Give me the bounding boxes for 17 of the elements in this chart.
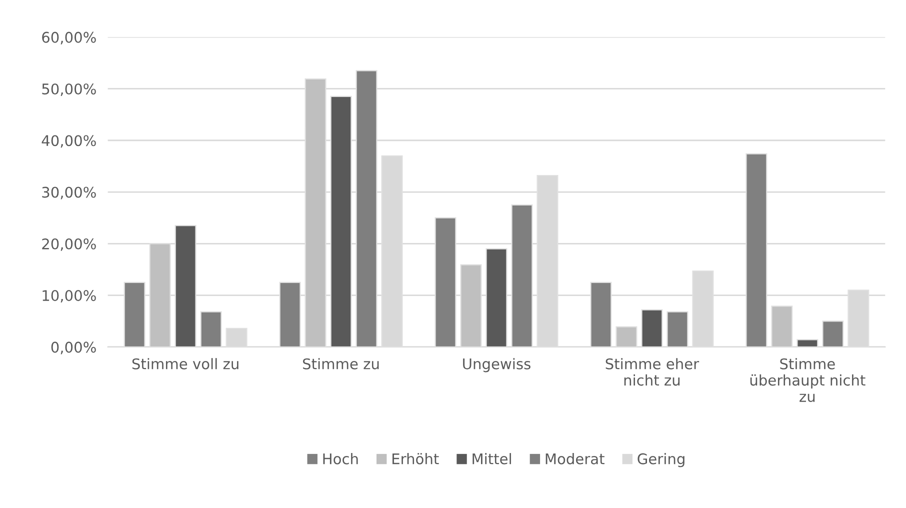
y-tick-label: 20,00% <box>42 238 96 251</box>
legend-label: Hoch <box>323 453 358 464</box>
legend-label: Mittel <box>472 453 511 464</box>
y-tick-label: 60,00% <box>42 32 96 44</box>
x-tick-label: Stimme voll zu <box>132 358 238 370</box>
x-tick-label: Ungewiss <box>463 358 530 372</box>
y-tick-label: 50,00% <box>42 83 96 96</box>
y-tick-label: 30,00% <box>42 186 96 200</box>
x-tick-label: Stimme zu <box>303 358 379 370</box>
legend-label: Gering <box>638 453 684 468</box>
legend-label: Moderat <box>546 453 604 464</box>
x-tick-label: Stimme überhaupt nicht zu <box>750 358 866 402</box>
y-tick-label: 10,00% <box>42 290 96 303</box>
x-tick-label: Stimme eher nicht zu <box>606 358 700 386</box>
y-tick-label: 40,00% <box>42 135 96 148</box>
y-tick-label: 0,00% <box>51 342 96 354</box>
legend-label: Erhöht <box>392 453 439 464</box>
